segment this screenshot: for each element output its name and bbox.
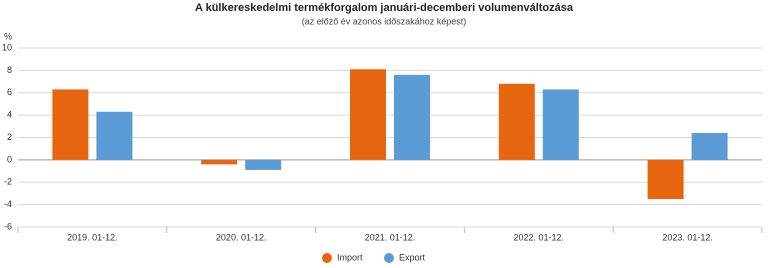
chart-subtitle: (az előző év azonos időszakához képest) <box>302 16 467 26</box>
bar <box>647 159 684 200</box>
y-tick-label: 6 <box>7 87 12 97</box>
y-tick-label: 0 <box>7 154 12 164</box>
y-axis-label: % <box>4 31 12 41</box>
y-tick-label: -6 <box>4 221 12 231</box>
y-tick-label: -2 <box>4 177 12 187</box>
bar <box>691 133 728 160</box>
legend-marker <box>322 253 332 263</box>
bar <box>350 69 386 160</box>
y-tick-label: 8 <box>7 65 12 75</box>
legend-label: Import <box>337 252 363 262</box>
bar <box>394 74 430 160</box>
y-tick-label: 10 <box>2 42 12 52</box>
bar <box>498 83 535 160</box>
y-tick-label: 2 <box>7 132 12 142</box>
chart-title: A külkereskedelmi termékforgalom januári… <box>195 2 574 14</box>
x-tick-label: 2020. 01-12. <box>216 232 267 242</box>
x-tick-label: 2022. 01-12. <box>514 232 565 242</box>
legend-marker <box>384 253 394 263</box>
y-tick-label: -4 <box>4 199 12 209</box>
x-tick-label: 2021. 01-12. <box>365 232 416 242</box>
bar <box>245 159 282 170</box>
legend-label: Export <box>399 252 426 262</box>
x-tick-label: 2019. 01-12. <box>67 232 118 242</box>
bar <box>52 89 89 160</box>
bar <box>96 111 133 160</box>
bar <box>201 159 238 165</box>
x-tick-label: 2023. 01-12. <box>662 232 713 242</box>
y-tick-label: 4 <box>7 110 12 120</box>
bar <box>542 89 579 160</box>
